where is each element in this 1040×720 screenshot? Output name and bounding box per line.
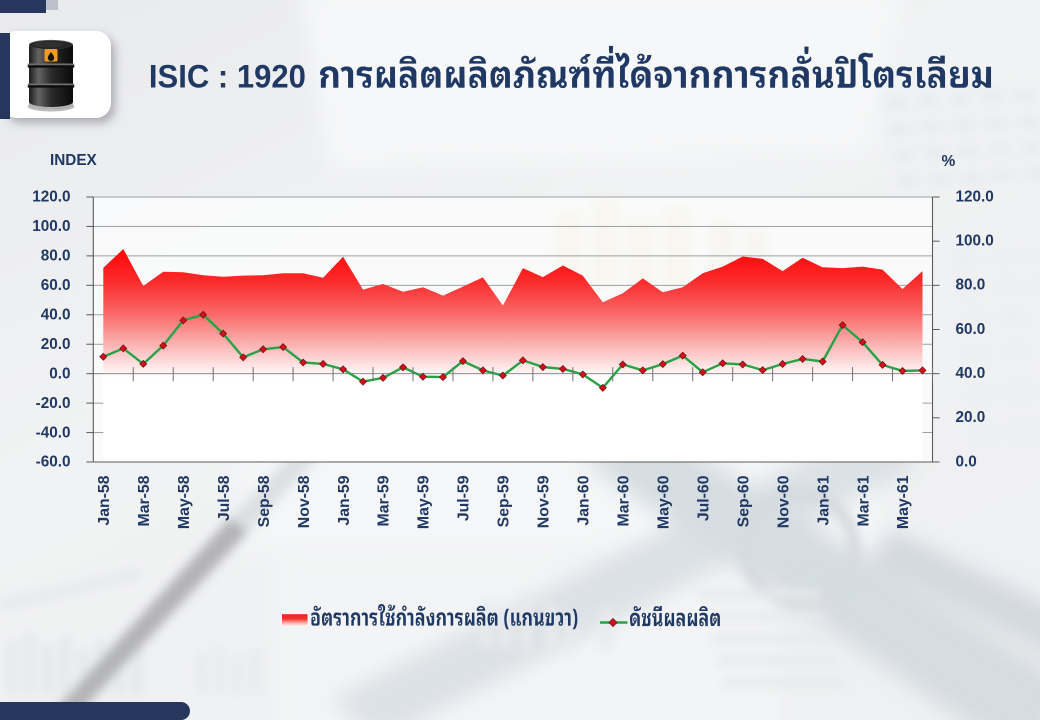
svg-text:100.0: 100.0 — [956, 233, 994, 250]
svg-text:120.0: 120.0 — [956, 188, 994, 205]
svg-text:Mar-58: Mar-58 — [136, 475, 153, 526]
svg-text:Jan-60: Jan-60 — [575, 475, 592, 525]
svg-text:Jan-58: Jan-58 — [96, 475, 113, 525]
svg-text:Sep-59: Sep-59 — [496, 475, 513, 527]
svg-text:40.0: 40.0 — [956, 365, 986, 382]
svg-text:Nov-60: Nov-60 — [775, 475, 792, 528]
svg-text:ISIC : 1920: ISIC : 1920 — [149, 59, 306, 95]
svg-text:May-61: May-61 — [895, 475, 912, 529]
svg-text:Sep-60: Sep-60 — [735, 475, 752, 527]
svg-text:Mar-60: Mar-60 — [615, 475, 632, 526]
svg-text:60.0: 60.0 — [956, 321, 986, 338]
svg-text:Nov-59: Nov-59 — [536, 475, 553, 528]
svg-text:40.0: 40.0 — [41, 307, 71, 324]
svg-text:80.0: 80.0 — [41, 248, 71, 265]
svg-text:Jul-60: Jul-60 — [695, 475, 712, 521]
svg-text:Jan-61: Jan-61 — [815, 475, 832, 525]
svg-text:Mar-61: Mar-61 — [855, 475, 872, 526]
svg-text:May-58: May-58 — [176, 475, 193, 529]
svg-text:Jan-59: Jan-59 — [336, 475, 353, 525]
svg-text:%: % — [942, 153, 956, 170]
svg-text:-60.0: -60.0 — [36, 454, 71, 471]
svg-text:INDEX: INDEX — [50, 152, 98, 169]
svg-text:-20.0: -20.0 — [36, 395, 71, 412]
svg-text:Jul-58: Jul-58 — [216, 475, 233, 521]
svg-text:0.0: 0.0 — [49, 365, 70, 382]
svg-text:20.0: 20.0 — [41, 336, 71, 353]
svg-text:Mar-59: Mar-59 — [376, 475, 393, 526]
svg-text:80.0: 80.0 — [956, 277, 986, 294]
svg-text:120.0: 120.0 — [32, 189, 70, 206]
svg-text:100.0: 100.0 — [32, 218, 70, 235]
svg-text:May-60: May-60 — [655, 475, 672, 529]
svg-text:0.0: 0.0 — [956, 453, 977, 470]
svg-text:Jul-59: Jul-59 — [456, 475, 473, 521]
svg-text:60.0: 60.0 — [41, 277, 71, 294]
svg-text:May-59: May-59 — [416, 475, 433, 529]
svg-text:Sep-58: Sep-58 — [256, 475, 273, 527]
svg-text:Nov-58: Nov-58 — [296, 475, 313, 528]
svg-text:20.0: 20.0 — [956, 409, 986, 426]
svg-text:-40.0: -40.0 — [36, 424, 71, 441]
